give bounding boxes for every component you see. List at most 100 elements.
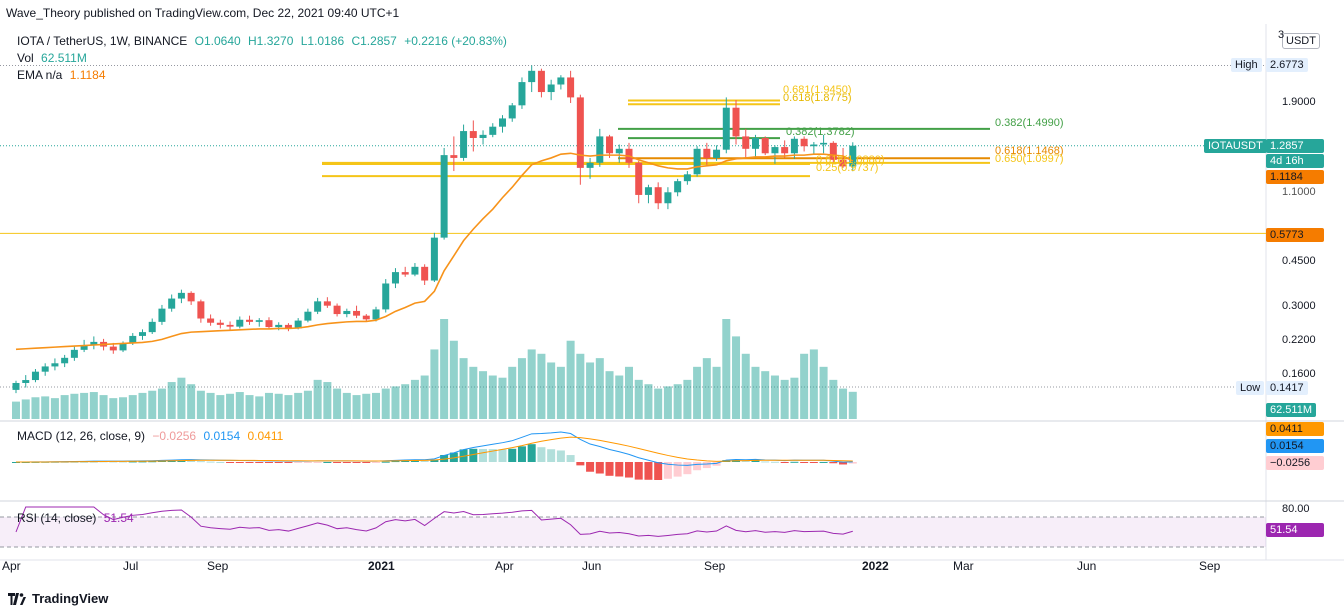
candle-body — [654, 187, 662, 204]
change-value: +0.2216 (+20.83%) — [404, 34, 507, 48]
volume-bar — [576, 353, 585, 419]
candle-body — [547, 84, 555, 93]
volume-bar — [800, 353, 809, 419]
candle-body — [790, 138, 798, 154]
volume-bar — [556, 366, 565, 419]
volume-bar — [410, 379, 419, 419]
macd-hist-bar — [381, 461, 390, 463]
volume-bar — [488, 375, 497, 419]
macd-hist-bar — [157, 460, 166, 462]
volume-bar — [761, 371, 770, 419]
macd-hist-bar — [449, 452, 458, 462]
x-label-jul: Jul — [123, 559, 139, 573]
fib-label-4: 0.618(1.1468) — [995, 145, 1064, 157]
volume-bar — [829, 379, 838, 419]
support-price-tag: 0.5773 — [1266, 228, 1324, 242]
ema-value: 1.1184 — [69, 68, 106, 82]
macd-hist-bar — [517, 446, 526, 462]
volume-bar — [226, 393, 235, 419]
price-tick-0-16: 0.1600 — [1282, 368, 1316, 380]
footer-brand[interactable]: TradingView — [8, 591, 108, 606]
candle-body — [138, 332, 146, 336]
volume-bar — [527, 349, 536, 419]
volume-bar — [459, 358, 468, 419]
ema-line — [15, 152, 854, 351]
volume-bar — [615, 375, 624, 419]
rsi-tick-80: 80.00 — [1282, 503, 1310, 515]
macd-hist-bar — [420, 460, 429, 462]
candle-body — [839, 159, 847, 167]
volume-bar — [41, 396, 50, 419]
volume-bar — [89, 392, 98, 419]
candle-body — [177, 292, 185, 299]
candle-body — [353, 310, 361, 316]
volume-bar — [634, 379, 643, 419]
macd-hist-bar — [401, 460, 410, 462]
volume-bar — [741, 353, 750, 419]
macd-signal-value: 0.0411 — [247, 429, 284, 443]
candle-body — [703, 148, 711, 158]
macd-hist-bar — [372, 462, 381, 463]
symbol-name[interactable]: IOTA / TetherUS, 1W, BINANCE — [17, 34, 188, 48]
candle-body — [479, 134, 487, 138]
macd-hist-bar — [644, 462, 653, 480]
macd-hist-bar — [469, 448, 478, 462]
price-tick-1-1: 1.1000 — [1282, 186, 1316, 198]
volume-bar — [235, 392, 244, 419]
macd-hist-bar — [138, 461, 147, 463]
macd-hist-bar — [128, 461, 137, 463]
fib-levels — [0, 99, 1266, 234]
candle-body — [31, 371, 39, 381]
x-label-sep-2: Sep — [704, 559, 726, 573]
volume-bar — [819, 366, 828, 419]
candle-body — [664, 192, 672, 204]
candle-body — [596, 136, 604, 163]
candle-body — [421, 266, 429, 281]
macd-hist-bar — [488, 449, 497, 462]
macd-line-tag: 0.0154 — [1266, 439, 1324, 453]
price-tick-1-9: 1.9000 — [1282, 96, 1316, 108]
macd-hist-bar — [216, 461, 225, 463]
price-tick-0-45: 0.4500 — [1282, 255, 1316, 267]
macd-hist-bar — [284, 462, 293, 463]
countdown-tag: 4d 16h — [1266, 154, 1324, 168]
macd-hist-bar — [196, 461, 205, 463]
volume-bar — [595, 358, 604, 419]
candle-body — [508, 105, 516, 119]
symbol-legend: IOTA / TetherUS, 1W, BINANCE O1.0640 H1.… — [17, 34, 511, 48]
volume-bar — [245, 395, 254, 419]
candle-body — [820, 142, 828, 145]
candle-body — [528, 70, 536, 83]
macd-hist-bar — [595, 462, 604, 474]
volume-bar — [586, 362, 595, 419]
volume-bar — [440, 319, 449, 419]
candle-body — [761, 137, 769, 154]
macd-hist-bar — [819, 461, 828, 463]
price-tick-0-30: 0.3000 — [1282, 300, 1316, 312]
macd-hist-bar — [712, 462, 721, 466]
volume-bar — [848, 391, 857, 419]
volume-bar — [157, 388, 166, 419]
candle-body — [70, 349, 78, 358]
currency-unit-button[interactable]: USDT — [1282, 33, 1320, 49]
candle-body — [781, 147, 789, 154]
vol-label: Vol — [17, 51, 34, 65]
high-label: High — [1231, 58, 1262, 72]
candle-body — [284, 324, 292, 329]
volume-bar — [196, 390, 205, 419]
candle-body — [557, 77, 565, 85]
volume-bar — [537, 353, 546, 419]
volume-bar — [673, 384, 682, 419]
volume-bar — [12, 401, 20, 419]
volume-bars — [12, 319, 857, 419]
volume-bar — [216, 395, 225, 419]
candle-body — [382, 283, 390, 310]
macd-hist-bar — [391, 461, 400, 463]
macd-hist-bar — [206, 461, 215, 463]
macd-hist-bar — [479, 448, 488, 462]
brand-name: TradingView — [32, 591, 109, 606]
macd-hist-bar — [615, 462, 624, 477]
macd-hist-bar — [556, 450, 565, 462]
volume-bar — [255, 396, 264, 419]
